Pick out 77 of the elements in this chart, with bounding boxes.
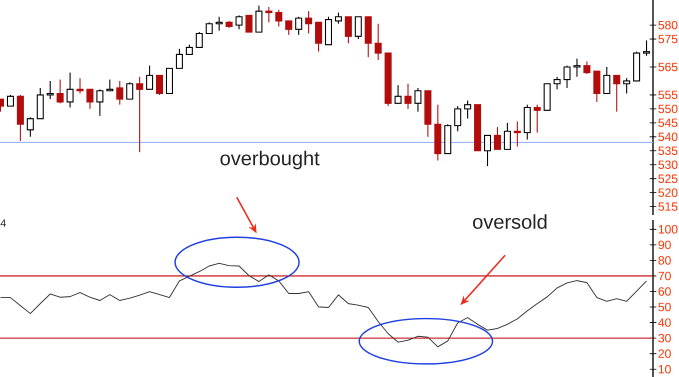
candlestick — [583, 60, 590, 75]
candlestick — [334, 12, 342, 24]
candlestick — [216, 16, 223, 32]
candlestick — [613, 74, 620, 112]
candlestick — [593, 70, 600, 102]
y-tick-label: 60 — [658, 287, 671, 296]
candlestick — [414, 87, 422, 112]
candlestick — [156, 74, 164, 96]
y-tick-label: 565 — [658, 62, 678, 72]
candlestick — [46, 80, 54, 100]
y-tick-label: 50 — [658, 302, 671, 312]
candlestick — [404, 83, 412, 110]
candlestick — [236, 14, 243, 30]
y-tick-label: 70 — [658, 272, 671, 280]
candlestick — [623, 78, 630, 94]
candlestick — [76, 78, 84, 94]
candlestick — [26, 116, 34, 138]
y-tick-label: 20 — [658, 349, 671, 358]
y-tick-label: 520 — [658, 188, 678, 197]
y-tick-label: 580 — [658, 20, 678, 30]
annotation: overbought — [220, 150, 320, 170]
candlestick — [265, 6, 272, 23]
y-tick-label: 100 — [658, 225, 678, 234]
candlestick — [374, 23, 382, 61]
y-tick-label: 535 — [658, 146, 678, 156]
candlestick — [6, 94, 14, 107]
candlestick — [354, 16, 362, 40]
y-tick-label: 550 — [658, 104, 678, 114]
candlestick — [534, 104, 541, 134]
candlestick — [96, 88, 104, 116]
candlestick — [106, 79, 114, 92]
candlestick — [554, 76, 561, 90]
candlestick — [275, 9, 282, 28]
candlestick — [494, 126, 501, 150]
candlestick — [295, 16, 302, 36]
candlestick — [643, 40, 650, 56]
candlestick — [305, 10, 312, 34]
candlestick — [176, 48, 183, 69]
candlestick — [116, 80, 124, 106]
candlestick — [394, 84, 402, 104]
candlestick — [454, 106, 462, 132]
annotation: 4 — [0, 219, 6, 227]
candlestick — [136, 76, 144, 153]
candlestick — [56, 79, 64, 104]
candlestick — [603, 66, 610, 94]
y-tick-label: 530 — [658, 160, 678, 169]
candlestick — [186, 44, 193, 55]
candlestick — [564, 65, 571, 88]
candlestick — [464, 100, 472, 120]
candlestick — [484, 134, 492, 167]
candlestick — [245, 14, 252, 33]
annotation: oversold — [473, 214, 546, 229]
candlestick — [344, 16, 352, 44]
y-tick-label: 90 — [658, 240, 671, 250]
y-tick-label: 525 — [658, 174, 678, 183]
y-tick-label: 10 — [658, 364, 671, 374]
candlestick — [36, 87, 44, 120]
candlestick — [285, 20, 292, 36]
candlestick — [206, 22, 213, 34]
y-tick-label: 30 — [658, 334, 671, 342]
candlestick — [66, 72, 74, 108]
candlestick — [573, 58, 580, 78]
candlestick — [86, 88, 94, 110]
candlestick — [126, 82, 134, 100]
candlestick — [255, 5, 262, 33]
candlestick — [514, 120, 521, 148]
y-tick-label: 545 — [658, 118, 678, 128]
candlestick — [146, 65, 154, 90]
candlestick — [504, 122, 511, 150]
y-tick-label: 575 — [658, 34, 678, 44]
candlestick — [315, 22, 322, 52]
y-tick-label: 80 — [658, 256, 671, 265]
candlestick — [196, 32, 203, 48]
y-tick-label: 555 — [658, 90, 678, 100]
y-tick-label: 40 — [658, 318, 671, 327]
y-tick-label: 540 — [658, 132, 678, 142]
y-tick-label: 515 — [658, 202, 678, 211]
